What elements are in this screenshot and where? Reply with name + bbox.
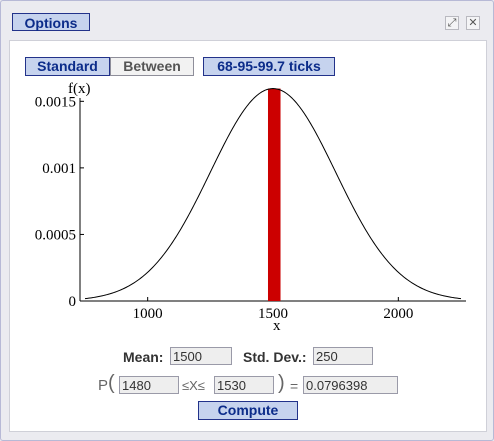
options-button[interactable]: Options	[12, 13, 90, 31]
x-tick-label: 2000	[383, 306, 413, 322]
y-axis-label: f(x)	[68, 81, 91, 97]
y-tick-label: 0.001	[42, 161, 76, 177]
x-tick-label: 1000	[133, 306, 163, 322]
close-paren: )	[278, 372, 285, 394]
calculator-panel: Standard Between 68-95-99.7 ticks f(x) x…	[9, 40, 487, 432]
upper-bound-input[interactable]	[214, 376, 274, 394]
open-paren: (	[108, 372, 115, 394]
shaded-probability-region	[267, 88, 281, 301]
y-tick-label: 0	[69, 294, 77, 310]
between-operator: ≤X≤	[182, 378, 205, 393]
title-bar: Options ⤢ ✕	[1, 1, 493, 41]
mean-input[interactable]	[170, 347, 232, 365]
between-button[interactable]: Between	[110, 57, 194, 76]
normal-distribution-plot: f(x) x 0 0.0005 0.001 0.0015 1000 1500 2000	[35, 81, 466, 334]
density-curve	[84, 88, 462, 300]
lower-bound-input[interactable]	[119, 376, 179, 394]
close-icon[interactable]: ✕	[466, 16, 480, 30]
expand-icon[interactable]: ⤢	[445, 16, 459, 30]
y-tick-label: 0.0005	[35, 227, 76, 243]
equals-sign: =	[290, 378, 299, 394]
mean-label: Mean:	[123, 349, 164, 365]
x-tick-label: 1500	[258, 306, 288, 322]
probability-prefix: P	[98, 377, 109, 394]
compute-button[interactable]: Compute	[198, 401, 298, 420]
probability-result	[303, 376, 398, 394]
std-dev-input[interactable]	[313, 347, 373, 365]
x-axis-label: x	[273, 318, 281, 334]
standard-button[interactable]: Standard	[25, 57, 110, 76]
std-dev-label: Std. Dev.:	[243, 349, 307, 365]
ticks-button[interactable]: 68-95-99.7 ticks	[203, 57, 335, 76]
y-tick-label: 0.0015	[35, 94, 76, 110]
